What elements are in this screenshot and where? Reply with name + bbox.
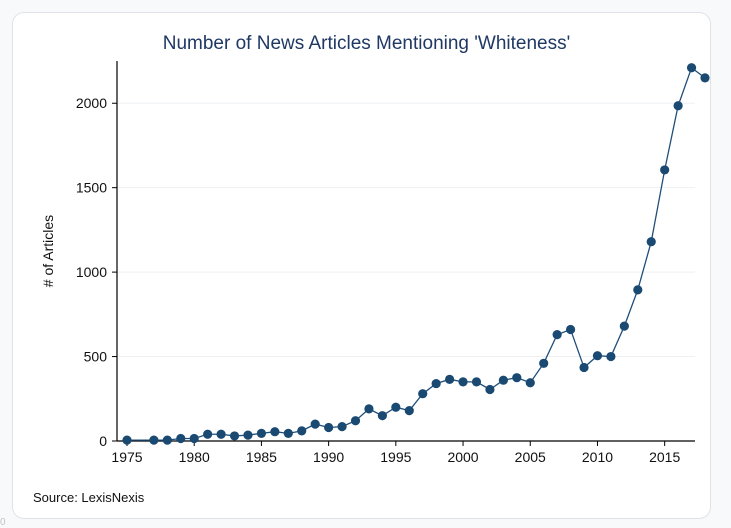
data-point-2010 bbox=[592, 351, 603, 361]
y-tick-label-2000: 2000 bbox=[76, 95, 107, 111]
data-point-1993 bbox=[364, 404, 374, 414]
data-point-2008 bbox=[565, 324, 576, 335]
y-tick-label-0: 0 bbox=[99, 433, 107, 449]
data-point-2006 bbox=[539, 358, 549, 368]
x-tick-label-2000: 2000 bbox=[447, 449, 478, 465]
data-point-1994 bbox=[377, 411, 387, 421]
data-point-1999 bbox=[445, 374, 455, 384]
x-tick-label-1985: 1985 bbox=[246, 449, 277, 465]
data-point-1977 bbox=[149, 435, 159, 445]
y-tick-label-1000: 1000 bbox=[76, 264, 107, 280]
series-line-0 bbox=[127, 66, 706, 441]
data-point-1998 bbox=[431, 378, 441, 389]
data-point-2013 bbox=[633, 285, 643, 295]
data-point-1986 bbox=[270, 427, 280, 437]
data-point-2000 bbox=[458, 377, 468, 387]
chart-card: Number of News Articles Mentioning 'Whit… bbox=[12, 12, 711, 519]
data-point-2015 bbox=[660, 165, 670, 175]
data-point-1995 bbox=[391, 402, 401, 412]
data-point-2004 bbox=[512, 373, 522, 383]
data-point-1978 bbox=[162, 435, 172, 445]
source-note: Source: LexisNexis bbox=[33, 490, 145, 505]
data-point-1996 bbox=[404, 406, 414, 416]
data-point-1981 bbox=[203, 429, 213, 439]
data-point-1991 bbox=[337, 422, 347, 432]
x-tick-label-1975: 1975 bbox=[111, 449, 142, 465]
x-tick-label-1990: 1990 bbox=[313, 449, 344, 465]
x-tick-label-2015: 2015 bbox=[649, 449, 680, 465]
data-point-2014 bbox=[646, 237, 656, 247]
data-point-2007 bbox=[552, 330, 562, 340]
data-point-1980 bbox=[189, 433, 199, 444]
line-chart: 0 500 1000 1500 2000 1975 1980 1985 1990 1995 2000… bbox=[40, 61, 710, 465]
y-axis-title: # of Articles bbox=[40, 215, 56, 287]
chart-title: Number of News Articles Mentioning 'Whit… bbox=[162, 33, 571, 54]
x-tick-label-1980: 1980 bbox=[179, 449, 210, 465]
data-point-1990 bbox=[324, 422, 334, 433]
data-point-2005 bbox=[525, 378, 535, 388]
y-tick-label-1500: 1500 bbox=[76, 180, 107, 196]
data-point-1988 bbox=[297, 426, 307, 436]
data-point-1975 bbox=[122, 435, 132, 445]
data-point-2018 bbox=[700, 73, 710, 83]
data-point-2011 bbox=[606, 351, 616, 362]
data-point-2003 bbox=[498, 375, 508, 385]
data-point-2012 bbox=[619, 321, 629, 331]
data-point-2017 bbox=[686, 63, 697, 73]
data-point-1983 bbox=[229, 431, 240, 441]
data-point-2002 bbox=[485, 384, 495, 395]
x-tick-label-2005: 2005 bbox=[515, 449, 546, 465]
data-point-1989 bbox=[310, 419, 320, 429]
data-point-1985 bbox=[256, 428, 267, 438]
data-point-1997 bbox=[418, 389, 428, 399]
data-point-1984 bbox=[243, 430, 253, 440]
data-point-1987 bbox=[283, 428, 293, 438]
x-tick-label-1995: 1995 bbox=[380, 449, 411, 465]
data-point-1979 bbox=[176, 433, 186, 444]
data-point-1992 bbox=[350, 416, 361, 426]
data-point-2016 bbox=[673, 101, 683, 111]
data-point-2001 bbox=[471, 377, 482, 387]
next-item-peek: 0 bbox=[0, 517, 6, 528]
data-point-1982 bbox=[216, 429, 226, 439]
data-point-2009 bbox=[579, 362, 589, 373]
x-tick-label-2010: 2010 bbox=[582, 449, 613, 465]
y-tick-label-500: 500 bbox=[84, 349, 108, 365]
